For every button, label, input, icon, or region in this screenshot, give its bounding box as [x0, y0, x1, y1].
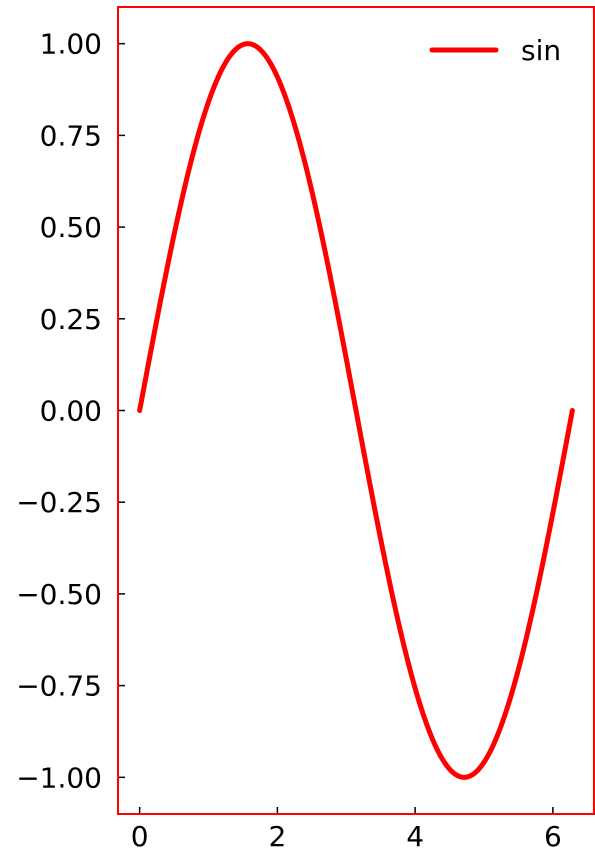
x-axis: 0 2 4 6	[131, 807, 562, 852]
x-tick-label: 4	[406, 820, 424, 852]
axes-frame	[117, 6, 595, 815]
y-tick-label: 0.00	[40, 395, 102, 428]
plot-area	[137, 41, 575, 780]
y-tick-label: 1.00	[40, 28, 102, 61]
x-tick-label: 6	[544, 820, 562, 852]
y-axis: 1.00 0.75 0.50 0.25 0.00 −0.25 −0.50 −0.75 −1.00	[16, 28, 125, 794]
y-tick-label: 0.75	[40, 119, 102, 152]
x-tick-label: 0	[131, 820, 149, 852]
y-tick-label: 0.25	[40, 303, 102, 336]
y-tick-label: −1.00	[16, 761, 102, 794]
legend: sin	[429, 34, 561, 67]
y-tick-label: −0.50	[16, 578, 102, 611]
y-tick-label: 0.50	[40, 211, 102, 244]
legend-label: sin	[521, 34, 561, 67]
series-line-sin	[137, 41, 575, 780]
y-tick-label: −0.75	[16, 670, 102, 703]
x-tick-label: 2	[268, 820, 286, 852]
y-tick-label: −0.25	[16, 486, 102, 519]
